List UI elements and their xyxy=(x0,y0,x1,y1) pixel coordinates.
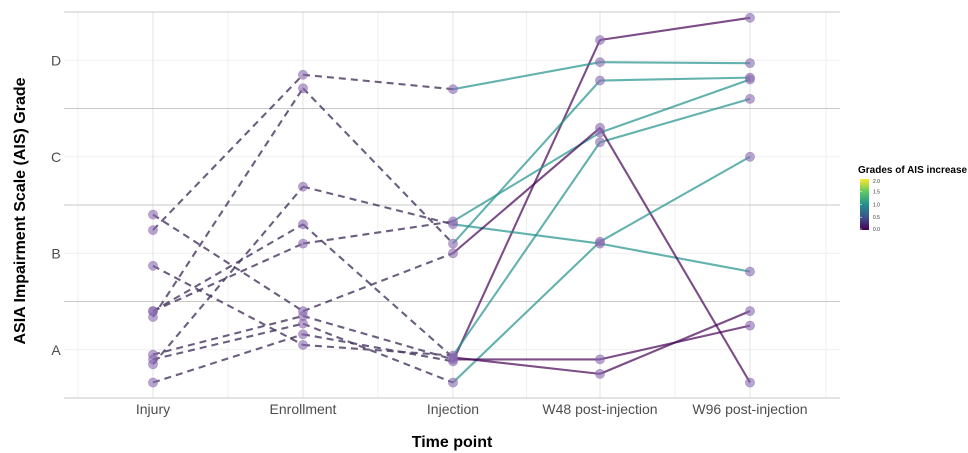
x-tick-label-2: Injection xyxy=(427,401,479,417)
series-0-point-0 xyxy=(148,377,158,388)
series-8-point-0 xyxy=(148,349,158,360)
series-9-segment-0 xyxy=(152,223,304,313)
major-gridlines xyxy=(64,11,840,399)
series-5-segment-0 xyxy=(152,242,304,313)
series-9-point-2 xyxy=(448,352,458,363)
series-4-segment-3 xyxy=(599,242,751,273)
series-1-point-3 xyxy=(595,57,605,68)
legend: Grades of AIS increase 2.0 1.5 1.0 0.5 0.0 xyxy=(858,165,968,233)
series-2-segment-2 xyxy=(452,141,601,357)
series-7-segment-1 xyxy=(302,322,454,384)
series-6-point-2 xyxy=(448,248,458,259)
series-4-segment-2 xyxy=(452,223,601,245)
x-tick-label-0: Injury xyxy=(136,401,170,417)
series-0-point-3 xyxy=(595,35,605,45)
legend-tick-label-4: 0.0 xyxy=(873,227,880,233)
series-2-point-4 xyxy=(745,93,755,104)
y-tick-labels: A B C D xyxy=(51,52,61,358)
series-6-point-4 xyxy=(745,377,755,388)
y-tick-label-A: A xyxy=(51,342,61,358)
series-8-segment-1 xyxy=(302,314,454,361)
series-9-point-3 xyxy=(595,368,605,379)
series-0-point-1 xyxy=(298,329,308,340)
series-4-point-4 xyxy=(745,266,755,277)
legend-tick-label-2: 1.0 xyxy=(873,202,880,208)
series-6-segment-0 xyxy=(152,213,304,313)
series-8-point-3 xyxy=(595,354,605,365)
series-3-segment-0 xyxy=(152,87,304,318)
series-9-segment-2 xyxy=(452,356,601,375)
series-5-segment-3 xyxy=(599,78,751,134)
series-1-point-0 xyxy=(148,225,158,235)
x-tick-label-4: W96 post-injection xyxy=(692,401,807,417)
y-axis-title: ASIA Impairment Scale (AIS) Grade xyxy=(12,77,29,344)
series-1-segment-3 xyxy=(599,61,751,65)
series-7-point-2 xyxy=(448,377,458,388)
series-4-point-1 xyxy=(298,181,308,192)
legend-tick-label-3: 0.5 xyxy=(873,215,880,221)
series-points xyxy=(148,12,755,388)
series-5-point-1 xyxy=(298,238,308,249)
series-6-point-0 xyxy=(148,209,158,220)
series-6-segment-1 xyxy=(302,252,454,313)
series-3-segment-2 xyxy=(452,79,601,245)
series-1-point-1 xyxy=(298,69,308,80)
series-2-point-0 xyxy=(148,260,158,271)
series-7-point-3 xyxy=(595,236,605,247)
series-7-segment-0 xyxy=(152,322,304,361)
series-1-segment-1 xyxy=(302,73,454,91)
legend-colorbar xyxy=(860,179,869,230)
series-9-point-1 xyxy=(298,219,308,230)
y-tick-label-B: B xyxy=(51,245,60,261)
series-3-point-1 xyxy=(298,83,308,94)
series-9-point-4 xyxy=(745,306,755,317)
series-1-point-4 xyxy=(745,58,755,69)
series-0-segment-1 xyxy=(302,333,454,363)
series-8-segment-0 xyxy=(152,314,304,356)
x-tick-label-1: Enrollment xyxy=(270,401,337,417)
series-4-segment-0 xyxy=(152,185,304,365)
legend-title: Grades of AIS increase xyxy=(858,165,968,176)
legend-tick-label-0: 2.0 xyxy=(873,179,880,185)
series-7-segment-3 xyxy=(599,155,751,243)
series-lines xyxy=(152,16,751,384)
series-4-segment-1 xyxy=(302,185,454,226)
series-1-segment-2 xyxy=(452,61,601,91)
series-5-point-2 xyxy=(448,216,458,227)
legend-tick-label-1: 1.5 xyxy=(873,190,880,196)
x-tick-label-3: W48 post-injection xyxy=(542,401,657,417)
x-axis-title: Time point xyxy=(412,434,493,451)
series-3-point-2 xyxy=(448,238,458,249)
series-6-segment-3 xyxy=(599,127,751,384)
series-2-segment-1 xyxy=(302,343,454,357)
series-0-segment-2 xyxy=(452,39,601,362)
series-9-segment-1 xyxy=(302,223,454,359)
series-2-segment-0 xyxy=(152,264,304,346)
series-9-point-0 xyxy=(148,306,158,317)
series-5-segment-1 xyxy=(302,220,454,245)
series-6-point-3 xyxy=(595,122,605,133)
series-0-segment-0 xyxy=(152,333,304,384)
series-9-segment-3 xyxy=(599,310,751,375)
series-0-segment-3 xyxy=(599,16,751,42)
series-6-segment-2 xyxy=(452,127,601,255)
series-7-point-4 xyxy=(745,151,755,162)
series-3-point-3 xyxy=(595,75,605,86)
series-5-point-4 xyxy=(745,74,755,85)
series-3-segment-3 xyxy=(599,76,751,82)
y-tick-label-D: D xyxy=(51,52,61,68)
x-tick-labels: Injury Enrollment Injection W48 post-inject… xyxy=(136,401,808,417)
series-0-point-4 xyxy=(745,12,755,23)
series-8-point-4 xyxy=(745,320,755,331)
legend-tick-labels: 2.0 1.5 1.0 0.5 0.0 xyxy=(860,179,880,233)
series-8-point-1 xyxy=(298,311,308,321)
series-2-segment-3 xyxy=(599,97,751,144)
series-2-point-1 xyxy=(298,340,308,350)
series-2-point-3 xyxy=(595,137,605,148)
series-1-point-2 xyxy=(448,84,458,95)
y-tick-label-C: C xyxy=(51,149,61,165)
